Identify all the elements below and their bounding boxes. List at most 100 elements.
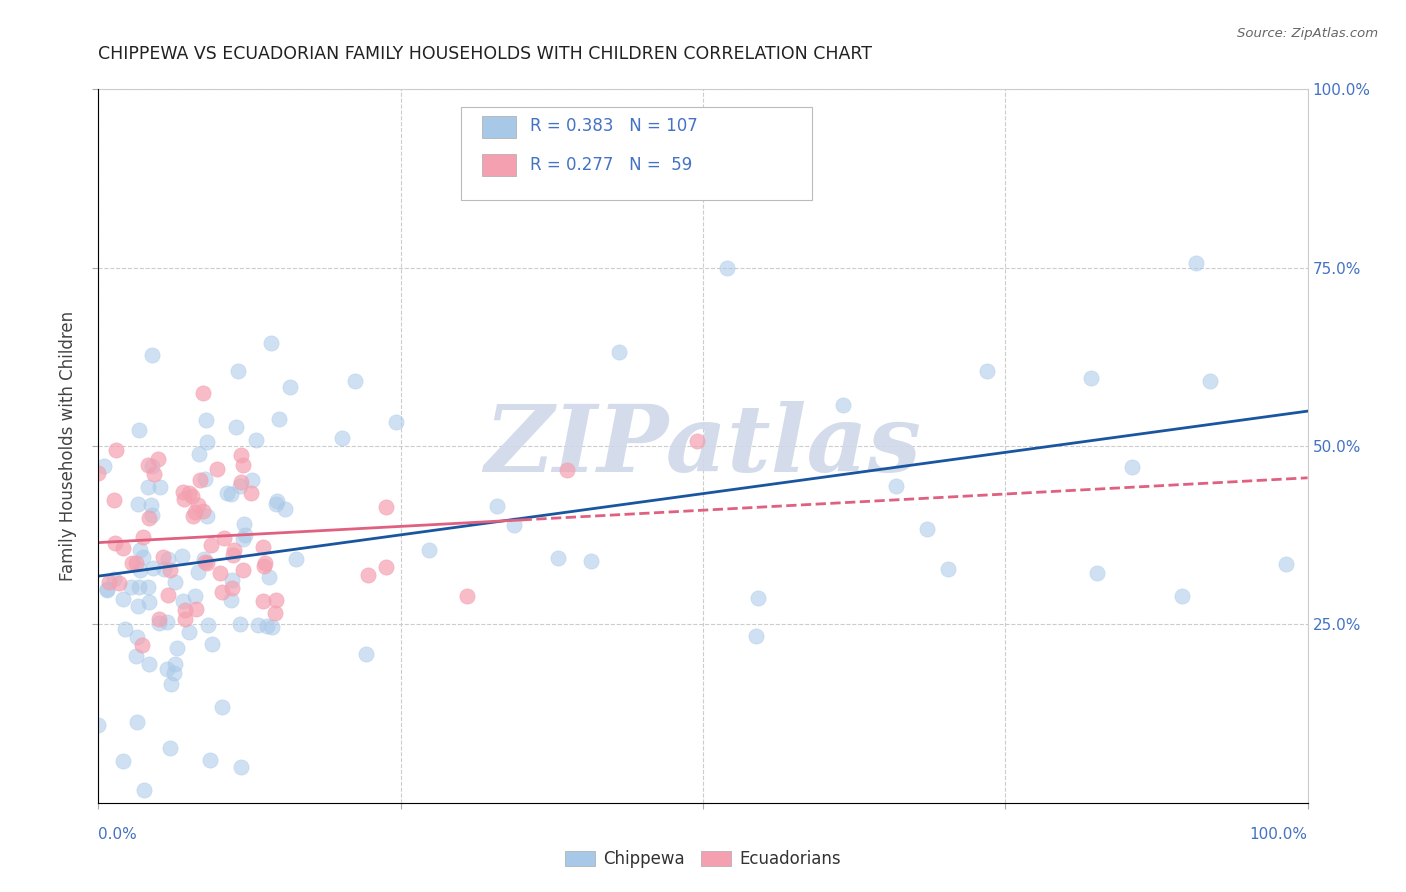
Point bbox=[195, 434, 218, 449]
FancyBboxPatch shape bbox=[461, 107, 811, 200]
Point bbox=[112, 541, 135, 555]
Point bbox=[170, 549, 193, 563]
Point bbox=[148, 612, 170, 626]
Text: 100.0%: 100.0% bbox=[1250, 827, 1308, 841]
Point bbox=[260, 335, 283, 350]
Point bbox=[233, 517, 256, 532]
Point bbox=[105, 442, 128, 457]
Point bbox=[686, 434, 709, 448]
Point bbox=[159, 741, 181, 756]
Point bbox=[148, 480, 170, 494]
Point bbox=[831, 398, 853, 412]
Point bbox=[375, 500, 398, 514]
Point bbox=[129, 563, 152, 577]
Point bbox=[173, 492, 195, 507]
Point bbox=[87, 467, 110, 481]
Point bbox=[184, 589, 207, 603]
Point bbox=[125, 556, 148, 570]
Point bbox=[262, 620, 284, 634]
Point bbox=[456, 590, 478, 604]
Point bbox=[195, 556, 218, 570]
Point bbox=[191, 385, 214, 400]
Point bbox=[96, 582, 118, 597]
Point bbox=[138, 580, 160, 594]
Point bbox=[915, 522, 938, 536]
Point bbox=[343, 374, 366, 388]
Point bbox=[385, 416, 408, 430]
Text: R = 0.383   N = 107: R = 0.383 N = 107 bbox=[530, 118, 697, 136]
Point bbox=[187, 566, 209, 580]
Point bbox=[252, 540, 274, 554]
Point bbox=[253, 556, 276, 570]
Point bbox=[177, 485, 200, 500]
Point bbox=[1080, 371, 1102, 385]
Point bbox=[184, 505, 207, 519]
Point bbox=[233, 527, 256, 541]
Point bbox=[181, 489, 204, 503]
Point bbox=[231, 563, 253, 577]
Point bbox=[225, 420, 247, 434]
Point bbox=[125, 648, 148, 663]
Point bbox=[138, 595, 160, 609]
Point bbox=[165, 657, 187, 672]
Point bbox=[502, 517, 524, 532]
Point bbox=[222, 542, 245, 557]
Point bbox=[264, 497, 287, 511]
Text: ZIPatlas: ZIPatlas bbox=[485, 401, 921, 491]
Point bbox=[148, 616, 170, 631]
Point bbox=[264, 592, 287, 607]
Legend: Chippewa, Ecuadorians: Chippewa, Ecuadorians bbox=[558, 844, 848, 875]
Text: R = 0.277   N =  59: R = 0.277 N = 59 bbox=[530, 156, 692, 174]
Point bbox=[232, 458, 254, 472]
Point bbox=[114, 622, 136, 636]
Point bbox=[264, 607, 287, 621]
FancyBboxPatch shape bbox=[482, 154, 516, 177]
Point bbox=[191, 504, 214, 518]
Point bbox=[107, 576, 129, 591]
Text: 0.0%: 0.0% bbox=[98, 827, 138, 841]
Point bbox=[128, 580, 150, 594]
Point bbox=[152, 562, 174, 576]
Point bbox=[936, 561, 959, 575]
Point bbox=[197, 617, 219, 632]
Point bbox=[138, 657, 160, 671]
Point bbox=[141, 459, 163, 474]
Point bbox=[745, 629, 768, 643]
Point bbox=[231, 448, 253, 462]
Point bbox=[127, 599, 149, 613]
Point bbox=[219, 593, 242, 607]
Point bbox=[229, 478, 252, 492]
Point bbox=[221, 487, 243, 501]
Point bbox=[172, 593, 194, 607]
Point bbox=[221, 582, 243, 596]
Point bbox=[200, 538, 222, 552]
Point bbox=[131, 638, 153, 652]
Point bbox=[128, 423, 150, 437]
Point bbox=[132, 550, 155, 565]
Point bbox=[232, 532, 254, 546]
Point bbox=[132, 530, 155, 544]
Point bbox=[356, 647, 378, 661]
Point bbox=[125, 714, 148, 729]
Point bbox=[211, 585, 233, 599]
Point bbox=[266, 493, 288, 508]
Point bbox=[231, 475, 253, 489]
FancyBboxPatch shape bbox=[482, 116, 516, 137]
Point bbox=[138, 511, 160, 525]
Point bbox=[187, 498, 209, 512]
Point bbox=[256, 619, 278, 633]
Point bbox=[146, 451, 169, 466]
Point bbox=[201, 637, 224, 651]
Point bbox=[226, 364, 249, 378]
Point bbox=[205, 461, 228, 475]
Point bbox=[111, 754, 134, 768]
Point bbox=[173, 485, 195, 500]
Point bbox=[132, 782, 155, 797]
Point bbox=[142, 561, 165, 575]
Point bbox=[208, 566, 231, 580]
Point bbox=[127, 497, 149, 511]
Text: Source: ZipAtlas.com: Source: ZipAtlas.com bbox=[1237, 27, 1378, 40]
Point bbox=[104, 535, 127, 549]
Point bbox=[607, 344, 630, 359]
Point bbox=[547, 551, 569, 566]
